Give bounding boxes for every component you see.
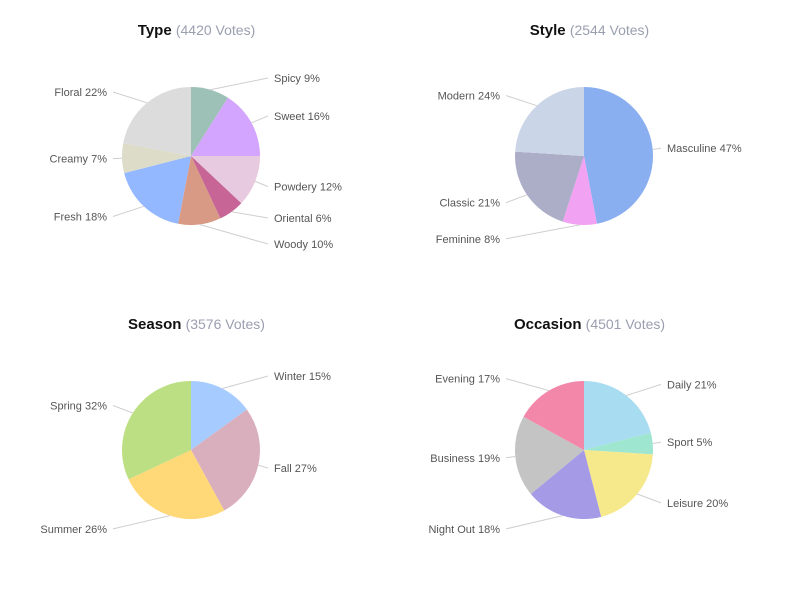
pie-slice-woody	[178, 156, 221, 226]
slice-label-powdery: Powdery 12%	[274, 182, 342, 194]
label-leader-line	[652, 441, 662, 444]
slice-label-leisure: Leisure 20%	[667, 498, 728, 510]
slice-label-daily: Daily 21%	[667, 379, 717, 391]
slice-label-modern: Modern 24%	[438, 90, 501, 102]
slice-label-woody: Woody 10%	[274, 239, 333, 251]
pie-slice-fresh	[124, 156, 191, 224]
slice-label-masculine: Masculine 47%	[667, 143, 742, 155]
label-leader-line	[505, 515, 563, 530]
chart-title-votes: (2544 Votes)	[569, 22, 650, 38]
pie-slice-sport	[584, 432, 653, 455]
chart-title-votes: (4420 Votes)	[175, 22, 256, 38]
pie-chart-type: Spicy 9% Sweet 16% Powdery 12% Oriental 6% W…	[50, 73, 343, 251]
pie-slice-daily	[584, 381, 651, 450]
chart-title: Season (3576 Votes)	[0, 316, 393, 333]
chart-title-name: Type	[137, 22, 172, 39]
chart-title-name: Occasion	[513, 316, 582, 333]
slice-label-creamy: Creamy 7%	[50, 154, 108, 166]
label-leader-line	[112, 405, 133, 414]
pie-chart-season: Winter 15% Fall 27% Spring 32% Summer 26%	[40, 371, 331, 536]
slice-label-winter: Winter 15%	[274, 371, 331, 383]
pie-slice-fall	[191, 409, 261, 511]
chart-title: Occasion (4501 Votes)	[393, 316, 786, 333]
slice-label-summer: Summer 26%	[40, 524, 107, 536]
chart-title: Type (4420 Votes)	[0, 22, 393, 39]
slice-label-fall: Fall 27%	[274, 463, 317, 475]
chart-title-votes: (3576 Votes)	[185, 316, 265, 332]
slice-label-fresh: Fresh 18%	[54, 212, 107, 224]
pie-slice-oriental	[191, 156, 242, 219]
chart-panel-season: Season (3576 Votes) Winter 15% Fall 27% Sp…	[0, 294, 393, 588]
label-leader-line	[505, 95, 537, 107]
label-leader-line	[112, 515, 170, 530]
chart-title: Style (2544 Votes)	[393, 22, 786, 39]
pie-slice-classic	[515, 151, 584, 222]
label-leader-line	[112, 91, 148, 104]
pie-slice-sweet	[191, 97, 260, 156]
pie-slice-night-out	[530, 450, 602, 519]
slice-label-business: Business 19%	[430, 453, 500, 465]
label-leader-line	[112, 205, 144, 217]
pie-slice-business	[514, 416, 584, 494]
pie-slice-powdery	[191, 156, 260, 204]
slice-label-floral: Floral 22%	[54, 87, 107, 99]
pie-slice-floral	[123, 86, 191, 156]
chart-title-votes: (4501 Votes)	[585, 316, 666, 332]
label-leader-line	[199, 224, 269, 245]
pie-slice-spicy	[191, 87, 228, 156]
pie-slice-feminine	[562, 156, 597, 226]
label-leader-line	[251, 115, 269, 124]
chart-panel-occasion: Occasion (4501 Votes) Daily 21% Sport 5% L…	[393, 294, 786, 588]
slice-label-evening: Evening 17%	[435, 374, 500, 386]
pie-chart-occasion: Daily 21% Sport 5% Leisure 20% Evening 17% B…	[428, 374, 728, 536]
pie-slice-evening	[523, 381, 584, 450]
pie-slice-creamy	[121, 143, 191, 174]
slice-label-night-out: Night Out 18%	[428, 524, 500, 536]
slice-label-spring: Spring 32%	[50, 401, 107, 413]
label-leader-line	[222, 375, 269, 389]
label-leader-line	[505, 194, 528, 204]
slice-label-feminine: Feminine 8%	[436, 234, 500, 246]
chart-title-name: Season	[128, 316, 182, 333]
label-leader-line	[231, 211, 269, 219]
slice-label-sport: Sport 5%	[667, 437, 712, 449]
pie-chart-style: Masculine 47% Modern 24% Classic 21% Femini…	[436, 87, 742, 246]
pie-slice-leisure	[584, 450, 653, 517]
label-leader-line	[637, 493, 662, 504]
chart-title-name: Style	[529, 22, 566, 39]
slice-label-sweet: Sweet 16%	[274, 111, 330, 123]
label-leader-line	[652, 147, 662, 150]
label-leader-line	[505, 456, 516, 459]
label-leader-line	[210, 77, 269, 91]
label-leader-line	[505, 378, 550, 392]
slice-label-classic: Classic 21%	[439, 198, 500, 210]
pie-slice-summer	[128, 450, 225, 520]
chart-panel-style: Style (2544 Votes) Masculine 47% Modern 2…	[393, 0, 786, 294]
pie-slice-modern	[515, 87, 584, 156]
label-leader-line	[255, 180, 269, 188]
pie-slice-winter	[191, 381, 247, 450]
label-leader-line	[505, 224, 580, 240]
pie-slice-masculine	[584, 87, 654, 224]
pie-slice-spring	[122, 381, 191, 480]
slice-label-spicy: Spicy 9%	[274, 73, 320, 85]
label-leader-line	[626, 383, 662, 396]
label-leader-line	[258, 464, 269, 469]
chart-panel-type: Type (4420 Votes) Spicy 9% Sweet 16% Powde…	[0, 0, 393, 294]
slice-label-oriental: Oriental 6%	[274, 213, 332, 225]
